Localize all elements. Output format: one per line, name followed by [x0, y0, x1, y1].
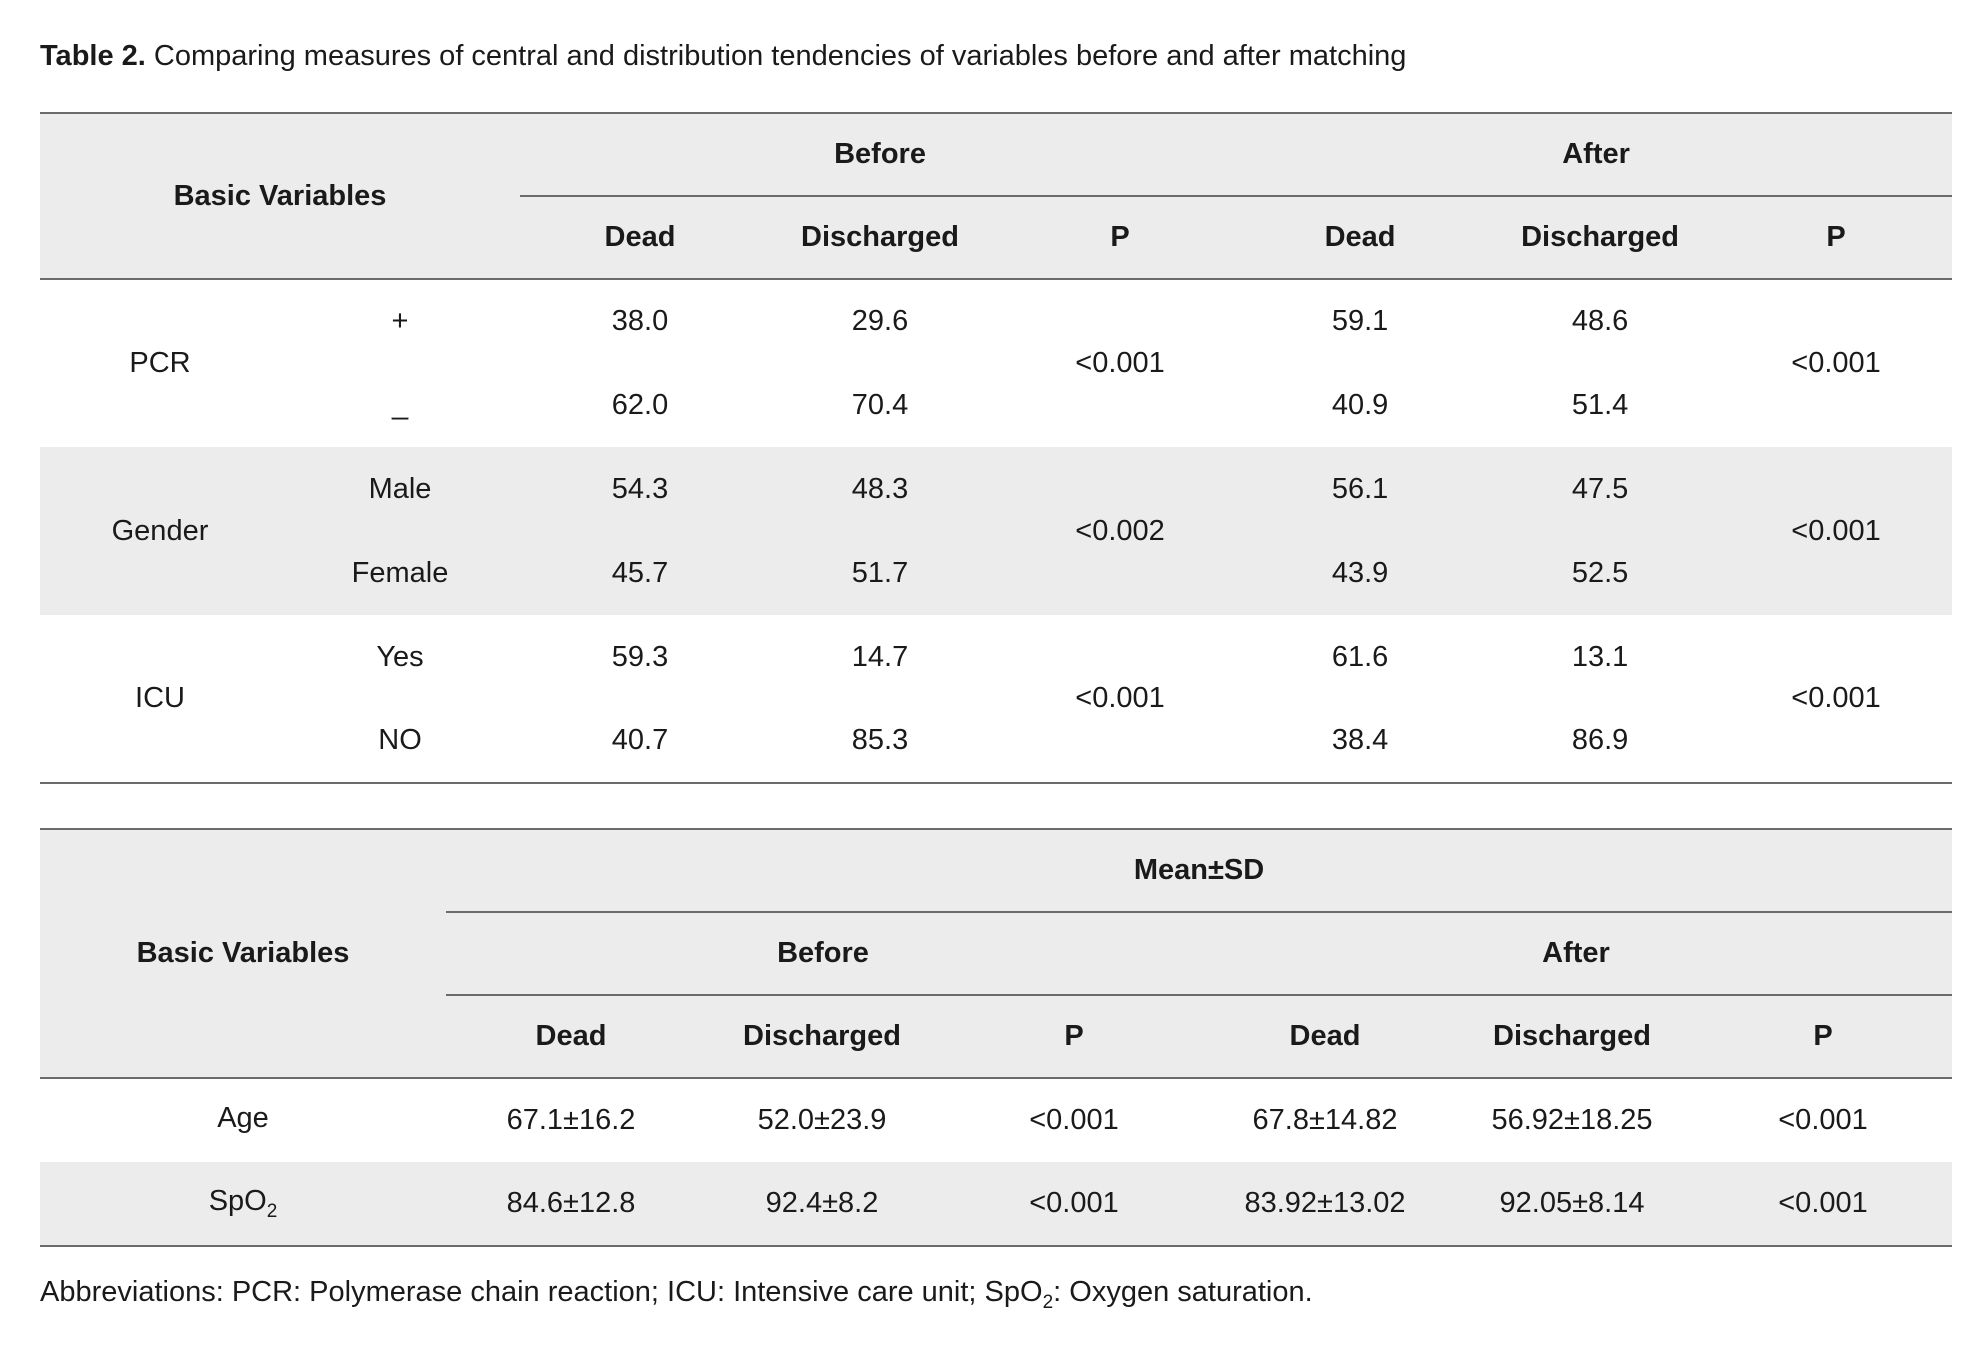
- after-discharged-cell: 48.6: [1571, 305, 1629, 337]
- before-discharged-cell: 52.0±23.9: [757, 1104, 887, 1136]
- before-discharged-cell: 92.4±8.2: [765, 1187, 879, 1219]
- after-discharged-cell: 52.5: [1571, 556, 1629, 589]
- after-group-header: After: [1200, 912, 1953, 996]
- continuous-variables-table: Basic Variables Mean±SD Before After Dea…: [40, 828, 1953, 1247]
- after-discharged-cell: 56.92±18.25: [1491, 1104, 1653, 1136]
- after-group-header: After: [1240, 113, 1953, 197]
- table-row: SpO2 84.6±12.8 92.4±8.2 <0.001 83.92±13.…: [40, 1162, 1953, 1246]
- after-dead-header: Dead: [1200, 995, 1450, 1079]
- after-dead-cell: 43.9: [1331, 556, 1389, 589]
- variable-name: SpO2: [208, 1184, 278, 1222]
- variable-level: NO: [378, 724, 422, 756]
- before-discharged-header: Discharged: [696, 995, 948, 1079]
- after-discharged-cell: 86.9: [1571, 724, 1629, 756]
- categorical-variables-table: Basic Variables Before After Dead Discha…: [40, 112, 1953, 784]
- before-dead-cell: 45.7: [611, 556, 669, 589]
- after-discharged-cell: 51.4: [1571, 388, 1629, 421]
- p-after-cell: <0.001: [1778, 1187, 1868, 1219]
- before-group-header: Before: [446, 912, 1200, 996]
- p-after-cell: <0.001: [1791, 347, 1881, 379]
- table-caption-text: Comparing measures of central and distri…: [145, 40, 1407, 72]
- p-before-cell: <0.001: [1029, 1187, 1119, 1219]
- after-dead-cell: 59.1: [1331, 305, 1389, 337]
- table-row: ICU Yes 59.3 14.7 <0.001 61.6 13.1 <0.00…: [40, 615, 1952, 715]
- before-p-header: P: [1000, 196, 1241, 280]
- before-discharged-cell: 29.6: [851, 305, 909, 337]
- table-caption: Table 2. Comparing measures of central a…: [40, 36, 1406, 76]
- variable-name: Gender: [111, 514, 209, 547]
- before-dead-cell: 62.0: [611, 388, 669, 421]
- p-before-cell: <0.001: [1075, 682, 1165, 714]
- variable-level: _: [391, 388, 409, 421]
- before-group-header: Before: [520, 113, 1241, 197]
- before-discharged-cell: 51.7: [851, 556, 909, 589]
- p-before-cell: <0.002: [1075, 514, 1165, 547]
- after-dead-cell: 83.92±13.02: [1244, 1187, 1406, 1219]
- variable-level: +: [391, 305, 409, 337]
- before-dead-header: Dead: [520, 196, 761, 280]
- before-dead-cell: 38.0: [611, 305, 669, 337]
- table-caption-label: Table 2.: [40, 40, 146, 72]
- after-discharged-header: Discharged: [1450, 995, 1694, 1079]
- after-discharged-header: Discharged: [1480, 196, 1721, 280]
- table-row: Age 67.1±16.2 52.0±23.9 <0.001 67.8±14.8…: [40, 1078, 1952, 1162]
- table-row: PCR + 38.0 29.6 <0.001 59.1 48.6 <0.001: [40, 279, 1952, 379]
- after-dead-header: Dead: [1240, 196, 1481, 280]
- after-dead-cell: 40.9: [1331, 388, 1389, 421]
- before-dead-cell: 40.7: [611, 724, 669, 756]
- before-discharged-cell: 70.4: [851, 388, 909, 421]
- variable-level: Male: [368, 472, 432, 505]
- basic-variables-header: Basic Variables: [40, 113, 521, 280]
- variable-level: Female: [351, 556, 449, 589]
- variable-name: ICU: [135, 682, 185, 714]
- after-dead-cell: 61.6: [1331, 640, 1389, 673]
- before-p-header: P: [948, 995, 1200, 1079]
- variable-level: Yes: [376, 640, 424, 673]
- p-before-cell: <0.001: [1075, 347, 1165, 379]
- before-discharged-cell: 85.3: [851, 724, 909, 756]
- before-discharged-header: Discharged: [760, 196, 1001, 280]
- table-row: _ 62.0 70.4 40.9 51.4: [40, 363, 1952, 447]
- abbreviations-footnote: Abbreviations: PCR: Polymerase chain rea…: [40, 1276, 1313, 1313]
- after-p-header: P: [1720, 196, 1953, 280]
- before-dead-cell: 54.3: [611, 472, 669, 505]
- table-row: Gender Male 54.3 48.3 <0.002 56.1 47.5 <…: [40, 447, 1953, 547]
- after-discharged-cell: 13.1: [1571, 640, 1629, 673]
- after-discharged-cell: 92.05±8.14: [1499, 1187, 1645, 1219]
- p-after-cell: <0.001: [1791, 514, 1881, 547]
- mean-sd-header: Mean±SD: [446, 829, 1953, 913]
- p-before-cell: <0.001: [1029, 1104, 1119, 1136]
- after-p-header: P: [1694, 995, 1953, 1079]
- before-discharged-cell: 48.3: [851, 472, 909, 505]
- before-dead-cell: 84.6±12.8: [506, 1187, 636, 1219]
- basic-variables-header: Basic Variables: [40, 829, 446, 1079]
- variable-name: PCR: [129, 347, 191, 379]
- before-dead-header: Dead: [446, 995, 696, 1079]
- before-dead-cell: 67.1±16.2: [506, 1104, 636, 1136]
- variable-name: Age: [217, 1101, 269, 1134]
- p-after-cell: <0.001: [1778, 1104, 1868, 1136]
- after-dead-cell: 38.4: [1331, 724, 1389, 756]
- before-discharged-cell: 14.7: [851, 640, 909, 673]
- after-discharged-cell: 47.5: [1571, 472, 1629, 505]
- p-after-cell: <0.001: [1791, 682, 1881, 714]
- table-row: Female 45.7 51.7 43.9 52.5: [40, 531, 1953, 615]
- table-row: NO 40.7 85.3 38.4 86.9: [40, 699, 1952, 783]
- after-dead-cell: 67.8±14.82: [1252, 1104, 1398, 1136]
- after-dead-cell: 56.1: [1331, 472, 1389, 505]
- before-dead-cell: 59.3: [611, 640, 669, 673]
